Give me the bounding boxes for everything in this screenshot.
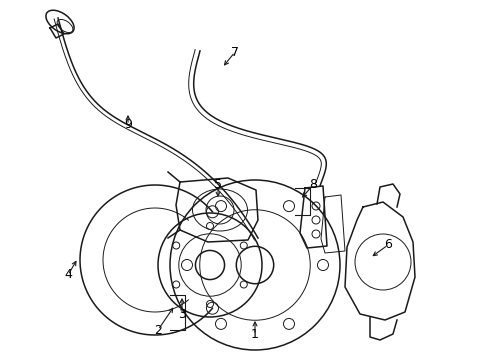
Text: 9: 9	[124, 118, 132, 131]
Text: 7: 7	[230, 45, 239, 58]
Text: 1: 1	[250, 328, 259, 342]
Text: 5: 5	[214, 179, 222, 192]
Text: 8: 8	[308, 179, 316, 192]
Text: 4: 4	[64, 269, 72, 282]
Text: 3: 3	[178, 309, 185, 321]
Text: 2: 2	[154, 324, 162, 337]
Text: 6: 6	[383, 238, 391, 252]
